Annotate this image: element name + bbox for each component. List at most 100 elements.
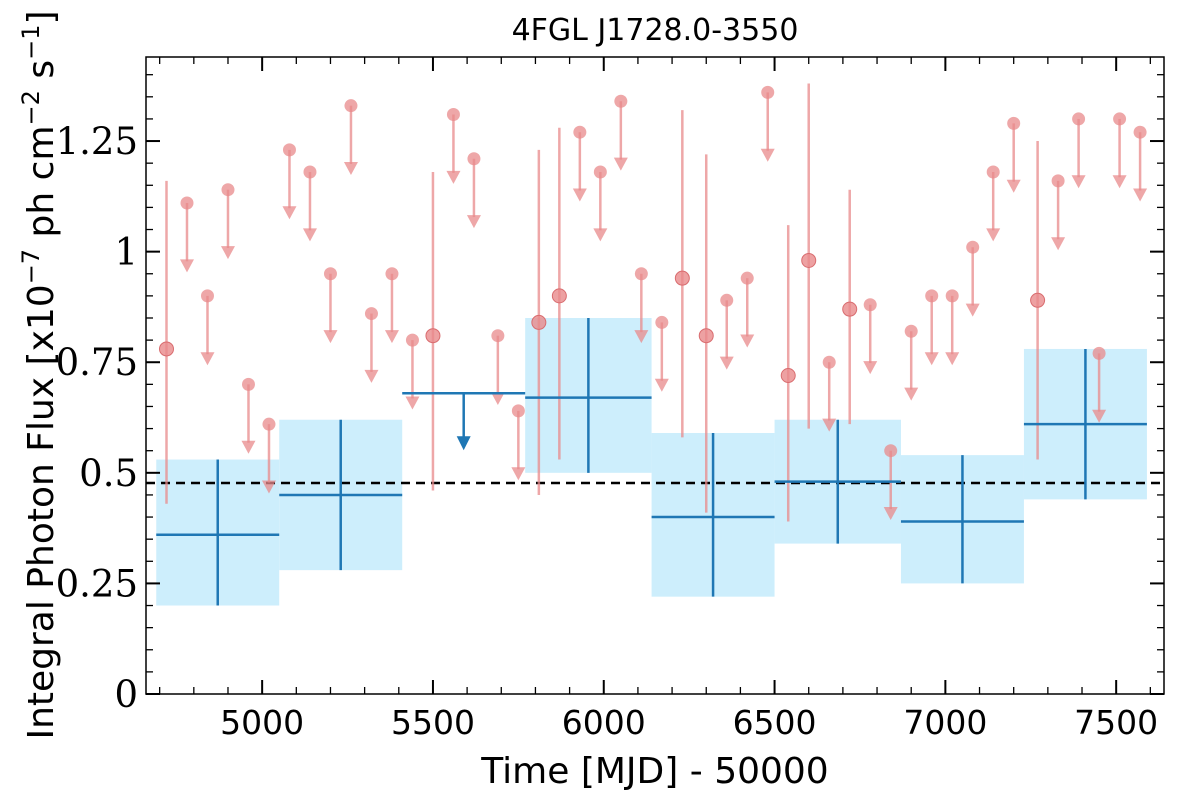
short-bin-upper-limit-arrow xyxy=(511,467,526,481)
short-bin-upper-limit-marker xyxy=(720,293,734,307)
short-bin-upper-limit-marker xyxy=(1051,174,1065,188)
short-bin-upper-limit-marker xyxy=(655,315,669,329)
short-bin-upper-limit-marker xyxy=(446,108,460,122)
short-bin-upper-limit-marker xyxy=(200,289,214,303)
short-bin-upper-limit-marker xyxy=(925,289,939,303)
short-bin-upper-limit-arrow xyxy=(965,303,980,317)
short-bin-point xyxy=(531,314,547,330)
short-bin-upper-limit-arrow xyxy=(613,157,628,171)
short-bin-upper-limit-marker xyxy=(634,267,648,281)
short-bin-point xyxy=(698,328,714,344)
y-label-part-3: s xyxy=(21,60,62,90)
short-bin-upper-limit-arrow xyxy=(466,215,481,229)
short-bin-upper-limit-arrow xyxy=(760,148,775,162)
short-bin-upper-limit-marker xyxy=(904,324,918,338)
short-bin-upper-limit-marker xyxy=(385,267,399,281)
short-bin-upper-limit-arrow xyxy=(822,418,837,432)
short-bin-upper-limit-arrow xyxy=(1071,175,1086,189)
short-bin-upper-limit-marker xyxy=(614,94,628,108)
short-bin-upper-limit-marker xyxy=(1133,125,1147,139)
y-label-part-4: ] xyxy=(21,10,62,24)
y-tick-label: 1.25 xyxy=(56,120,138,163)
long-bin-upper-limit-arrow xyxy=(456,436,471,451)
short-bin-upper-limit-arrow xyxy=(945,352,960,366)
short-bin-upper-limit-marker xyxy=(761,85,775,99)
short-bin-point xyxy=(551,288,567,304)
short-bin-upper-limit-marker xyxy=(364,307,378,321)
short-bin-upper-limit-marker xyxy=(966,240,980,254)
short-bin-point xyxy=(1030,292,1046,308)
short-bin-upper-limit-arrow xyxy=(282,206,297,220)
y-label-exp-1: −7 xyxy=(17,249,45,284)
short-bin-upper-limit-marker xyxy=(221,183,235,197)
short-bin-upper-limit-arrow xyxy=(446,170,461,184)
y-tick-label: 0 xyxy=(114,673,138,716)
short-bin-upper-limit-arrow xyxy=(220,246,235,260)
short-bin-upper-limit-arrow xyxy=(302,228,317,242)
short-bin-upper-limit-marker xyxy=(1092,346,1106,360)
short-bin-upper-limit-marker xyxy=(241,377,255,391)
short-bin-upper-limit-arrow xyxy=(200,352,215,366)
short-bin-upper-limit-marker xyxy=(573,125,587,139)
short-bin-upper-limit-marker xyxy=(467,152,481,166)
short-bin-upper-limit-marker xyxy=(405,333,419,347)
y-tick-label: 0.25 xyxy=(56,562,138,605)
short-bin-upper-limit-marker xyxy=(884,444,898,458)
short-bin-upper-limit-marker xyxy=(303,165,317,179)
short-bin-upper-limit-marker xyxy=(180,196,194,210)
short-bin-upper-limit-marker xyxy=(986,165,1000,179)
y-label-part-1: Integral Photon Flux [x10 xyxy=(21,284,62,739)
short-bin-upper-limit-marker xyxy=(593,165,607,179)
short-bin-upper-limit-arrow xyxy=(323,330,338,344)
short-bin-upper-limit-arrow xyxy=(863,361,878,375)
axis-ticks xyxy=(146,57,1164,695)
y-tick-label: 0.75 xyxy=(56,341,138,384)
plot-frame xyxy=(145,56,1165,695)
short-bin-upper-limit-arrow xyxy=(654,378,669,392)
x-tick-labels: 5000 5500 6000 6500 7000 7500 xyxy=(220,703,1158,742)
short-bin-upper-limit-marker xyxy=(945,289,959,303)
short-bin-series xyxy=(158,83,1148,522)
short-bin-point xyxy=(801,252,817,268)
short-bin-point xyxy=(425,328,441,344)
short-bin-point xyxy=(780,368,796,383)
short-bin-upper-limit-arrow xyxy=(1006,179,1021,193)
short-bin-upper-limit-arrow xyxy=(261,480,276,494)
short-bin-point xyxy=(842,301,858,317)
short-bin-upper-limit-arrow xyxy=(719,356,734,370)
short-bin-upper-limit-arrow xyxy=(343,162,358,176)
short-bin-upper-limit-marker xyxy=(1072,112,1086,126)
x-tick-label: 7000 xyxy=(903,703,987,742)
short-bin-upper-limit-arrow xyxy=(924,352,939,366)
y-axis-label: Integral Photon Flux [x10−7 ph cm−2 s−1] xyxy=(17,10,62,739)
y-label-part-2: ph cm xyxy=(21,125,62,248)
short-bin-upper-limit-marker xyxy=(491,329,505,343)
x-tick-label: 6500 xyxy=(733,703,817,742)
short-bin-upper-limit-arrow xyxy=(883,507,898,521)
short-bin-upper-limit-arrow xyxy=(1051,237,1066,251)
x-tick-label: 5500 xyxy=(391,703,475,742)
short-bin-point xyxy=(158,341,174,357)
y-tick-label: 0.5 xyxy=(79,452,138,495)
short-bin-upper-limit-arrow xyxy=(241,440,256,454)
short-bin-upper-limit-arrow xyxy=(490,392,505,406)
short-bin-upper-limit-arrow xyxy=(1133,188,1148,202)
short-bin-upper-limit-arrow xyxy=(179,259,194,273)
chart-title: 4FGL J1728.0-3550 xyxy=(512,13,799,48)
x-axis-label: Time [MJD] - 50000 xyxy=(480,751,828,792)
short-bin-upper-limit-marker xyxy=(1007,116,1021,130)
short-bin-upper-limit-arrow xyxy=(405,396,420,410)
y-tick-labels: 0 0.25 0.5 0.75 1 1.25 xyxy=(56,120,138,716)
short-bin-upper-limit-arrow xyxy=(634,330,649,344)
short-bin-upper-limit-arrow xyxy=(384,330,399,344)
short-bin-upper-limit-marker xyxy=(740,271,754,285)
x-tick-label: 6000 xyxy=(562,703,646,742)
short-bin-upper-limit-marker xyxy=(262,417,276,431)
short-bin-point xyxy=(674,270,690,286)
long-bin-series xyxy=(156,317,1147,606)
short-bin-upper-limit-arrow xyxy=(986,228,1001,242)
short-bin-upper-limit-marker xyxy=(822,355,836,369)
short-bin-upper-limit-marker xyxy=(1113,112,1127,126)
short-bin-upper-limit-marker xyxy=(323,267,337,281)
